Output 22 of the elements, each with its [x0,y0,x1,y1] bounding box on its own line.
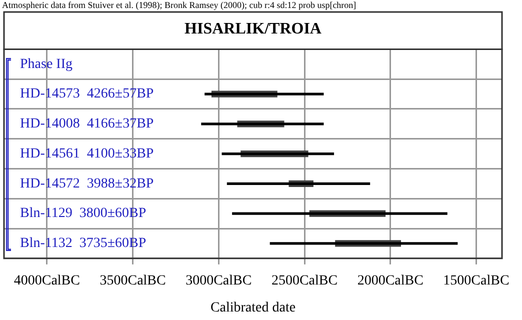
bar [201,122,324,126]
bar [226,182,370,186]
bar [204,92,324,96]
annotation: Phase IIg [20,56,72,72]
y-tick-label: Bln-1129 3800±60BP [20,206,146,222]
bar [232,212,448,215]
bar [222,152,334,156]
y-tick-label: HD-14572 3988±32BP [20,176,154,192]
x-tick-label: 1500CalBC [443,273,510,288]
x-tick-label: 2000CalBC [357,273,424,288]
x-tick-label: 3000CalBC [186,273,252,288]
x-tick-label: 2500CalBC [271,273,338,288]
y-tick-label: HD-14561 4100±33BP [20,146,154,162]
chart-title: HISARLIK/TROIA [184,20,322,38]
y-tick-label: HD-14573 4266±57BP [20,86,154,102]
x-tick-label: 3500CalBC [100,273,166,288]
y-tick-label: Bln-1132 3735±60BP [20,236,146,252]
x-tick-label: 4000CalBC [14,273,80,288]
text: Atmospheric data from Stuiver et al. (1998); Bronk Ramsey (2000); cub r:4 sd:12 prob usp[chron] [2,0,356,10]
x-axis-title: Calibrated date [210,300,296,316]
y-tick-label: HD-14008 4166±37BP [20,116,154,132]
bar [270,242,458,245]
